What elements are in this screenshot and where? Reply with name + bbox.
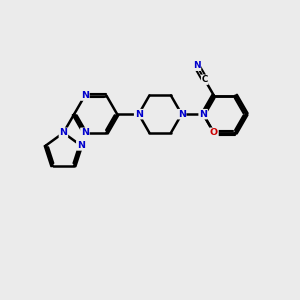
Text: N: N (178, 110, 186, 119)
Text: N: N (77, 141, 85, 150)
Text: N: N (59, 128, 68, 137)
Text: O: O (210, 128, 218, 137)
Text: N: N (81, 128, 89, 137)
Text: N: N (193, 61, 200, 70)
Text: N: N (199, 110, 207, 119)
Text: N: N (81, 91, 89, 100)
Text: C: C (202, 75, 208, 84)
Text: N: N (135, 110, 143, 119)
